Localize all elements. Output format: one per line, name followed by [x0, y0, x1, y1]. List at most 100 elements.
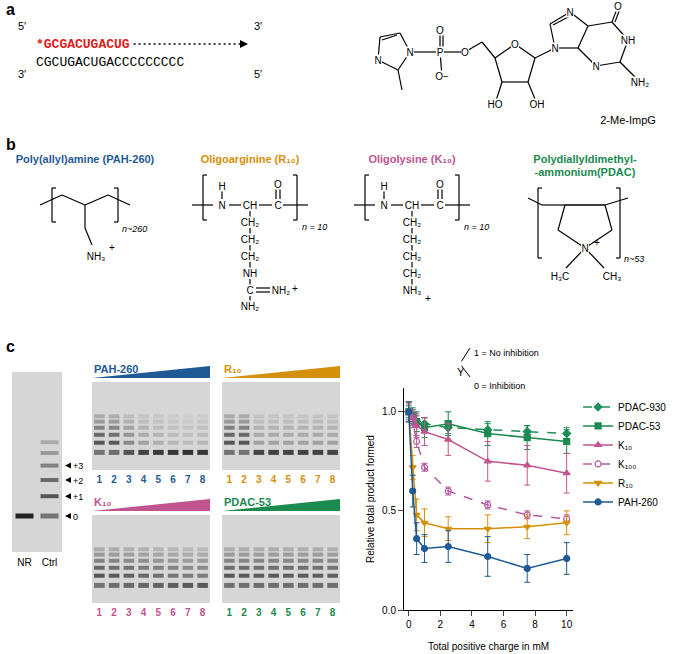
svg-text:n~53: n~53 — [624, 254, 644, 264]
svg-text:NH: NH — [243, 268, 257, 279]
svg-text:+: + — [109, 242, 115, 253]
svg-text:b: b — [6, 136, 16, 153]
svg-text:NR: NR — [17, 557, 31, 568]
svg-text:4: 4 — [141, 474, 147, 485]
svg-text:NH₃: NH₃ — [87, 251, 106, 262]
svg-text:N: N — [218, 200, 225, 211]
svg-text:3: 3 — [126, 607, 132, 618]
svg-text:R₁₀: R₁₀ — [618, 478, 633, 489]
svg-text:CH₂: CH₂ — [241, 251, 259, 262]
svg-text:PDAC-930: PDAC-930 — [618, 402, 666, 413]
svg-text:1: 1 — [97, 607, 103, 618]
svg-text:Relative total product formed: Relative total product formed — [365, 435, 376, 563]
svg-text:N: N — [380, 200, 387, 211]
svg-text:K₁₀₀: K₁₀₀ — [618, 459, 636, 470]
svg-text:Total positive charge in mM: Total positive charge in mM — [428, 641, 549, 652]
svg-text:6: 6 — [170, 607, 176, 618]
svg-text:1: 1 — [97, 474, 103, 485]
svg-text:3: 3 — [256, 607, 262, 618]
svg-text:c: c — [6, 338, 15, 355]
svg-text:2-Me-ImpG: 2-Me-ImpG — [600, 114, 656, 126]
svg-text:0.0: 0.0 — [382, 605, 396, 616]
svg-text:O: O — [461, 47, 469, 58]
svg-text:NH₂: NH₂ — [241, 301, 259, 312]
svg-text:K₁₀: K₁₀ — [618, 440, 632, 451]
svg-text:4: 4 — [469, 619, 475, 630]
svg-text:H₃C: H₃C — [551, 271, 570, 282]
svg-text:+3: +3 — [73, 461, 83, 471]
svg-text:OH: OH — [530, 99, 545, 110]
svg-text:O: O — [436, 25, 444, 36]
svg-text:O: O — [511, 39, 519, 50]
svg-text:N: N — [406, 47, 413, 58]
svg-text:*GCGACUGACUG: *GCGACUGACUG — [36, 37, 130, 52]
svg-text:5′: 5′ — [254, 68, 262, 80]
svg-text:6: 6 — [501, 619, 507, 630]
svg-text:CH₂: CH₂ — [241, 217, 259, 228]
svg-text:NH₂: NH₂ — [272, 285, 290, 296]
svg-text:Y: Y — [457, 366, 465, 378]
svg-text:4: 4 — [141, 607, 147, 618]
svg-text:O: O — [614, 1, 622, 12]
svg-text:3′: 3′ — [18, 68, 26, 80]
svg-text:C: C — [274, 200, 281, 211]
svg-text:a: a — [6, 1, 15, 18]
svg-text:1: 1 — [227, 607, 233, 618]
svg-text:7: 7 — [185, 607, 191, 618]
svg-text:Oligoarginine (R₁₀): Oligoarginine (R₁₀) — [201, 153, 300, 165]
svg-text:N: N — [551, 43, 558, 54]
svg-text:O: O — [436, 179, 444, 190]
svg-text:CH₂: CH₂ — [403, 234, 421, 245]
svg-text:3: 3 — [256, 474, 262, 485]
svg-text:0: 0 — [406, 619, 412, 630]
svg-text:7: 7 — [315, 607, 321, 618]
svg-text:1 = No inhibition: 1 = No inhibition — [474, 348, 539, 358]
svg-text:CH: CH — [405, 200, 419, 211]
svg-text:4: 4 — [271, 607, 277, 618]
svg-text:6: 6 — [300, 474, 306, 485]
svg-text:8: 8 — [200, 607, 206, 618]
svg-text:+2: +2 — [73, 476, 83, 486]
svg-text:+1: +1 — [73, 492, 83, 502]
svg-text:K₁₀: K₁₀ — [94, 496, 111, 508]
svg-text:5: 5 — [286, 607, 292, 618]
svg-text:Ctrl: Ctrl — [42, 557, 58, 568]
svg-text:CH₂: CH₂ — [403, 251, 421, 262]
svg-text:CH₂: CH₂ — [403, 217, 421, 228]
svg-text:5: 5 — [286, 474, 292, 485]
svg-text:4: 4 — [271, 474, 277, 485]
svg-text:2: 2 — [111, 474, 117, 485]
svg-text:2: 2 — [111, 607, 117, 618]
svg-text:5: 5 — [156, 474, 162, 485]
svg-text:PDAC-53: PDAC-53 — [224, 496, 271, 508]
svg-text:N: N — [566, 7, 573, 18]
svg-text:10: 10 — [561, 619, 573, 630]
svg-text:NH: NH — [621, 35, 635, 46]
svg-text:1.0: 1.0 — [382, 406, 396, 417]
svg-text:8: 8 — [532, 619, 538, 630]
svg-text:O: O — [274, 179, 282, 190]
svg-text:2: 2 — [241, 474, 247, 485]
svg-text:R₁₀: R₁₀ — [224, 363, 241, 375]
svg-text:2: 2 — [241, 607, 247, 618]
svg-text:Polydiallyldimethyl-: Polydiallyldimethyl- — [533, 153, 637, 165]
svg-text:0.5: 0.5 — [382, 505, 396, 516]
svg-text:NH₃: NH₃ — [403, 285, 422, 296]
svg-text:C: C — [436, 200, 443, 211]
svg-text:6: 6 — [170, 474, 176, 485]
svg-text:n = 10: n = 10 — [464, 222, 489, 232]
svg-text:5′: 5′ — [18, 20, 26, 32]
svg-text:7: 7 — [185, 474, 191, 485]
svg-text:PDAC-53: PDAC-53 — [618, 421, 661, 432]
svg-text:NH₂: NH₂ — [631, 77, 649, 88]
svg-text:CH₂: CH₂ — [241, 234, 259, 245]
svg-text:N: N — [581, 243, 588, 254]
svg-text:CH₃: CH₃ — [603, 271, 622, 282]
svg-text:5: 5 — [156, 607, 162, 618]
svg-text:N: N — [592, 61, 599, 72]
svg-text:HO: HO — [488, 99, 503, 110]
svg-text:+: + — [292, 283, 298, 294]
svg-text:7: 7 — [315, 474, 321, 485]
svg-text:CH₂: CH₂ — [403, 268, 421, 279]
svg-text:6: 6 — [300, 607, 306, 618]
